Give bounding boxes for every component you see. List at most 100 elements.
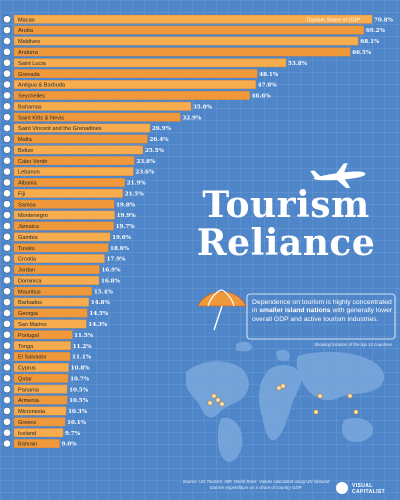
category-label: Mauritius	[18, 289, 41, 295]
bar-11	[13, 123, 151, 133]
flag-icon	[3, 243, 11, 252]
bar-39	[13, 428, 64, 438]
bar-6	[13, 69, 258, 79]
bar-31	[13, 341, 71, 351]
flag-icon	[3, 385, 11, 394]
bar-9	[13, 101, 192, 111]
title-line-1: Tourism	[202, 184, 370, 226]
map-caption: Showing location of the top 10 countries	[314, 342, 392, 347]
flag-icon	[3, 439, 11, 448]
value-label: 26.9%	[152, 126, 172, 132]
flag-icon	[3, 287, 11, 296]
description-after: with generally lower overall GDP and act…	[252, 307, 393, 323]
flag-icon	[3, 135, 11, 143]
beach-umbrella-icon	[197, 289, 247, 331]
category-label: Malta	[18, 137, 33, 143]
value-label: 26.4%	[149, 137, 169, 143]
value-label: 17.9%	[107, 257, 127, 263]
description-text: Dependence on tourism is highly concentr…	[252, 299, 394, 324]
category-label: Jamaica	[18, 224, 40, 230]
flag-icon	[3, 309, 11, 317]
flag-icon	[3, 374, 11, 383]
brand-name: VISUAL CAPITALIST	[352, 483, 385, 495]
flag-icon	[3, 407, 11, 415]
value-label: 25.5%	[145, 148, 165, 154]
bar-4	[13, 47, 351, 57]
value-label: 69.2%	[366, 28, 386, 34]
value-label: 9.0%	[62, 442, 78, 448]
bar-35	[13, 384, 68, 394]
value-label: 9.7%	[65, 431, 81, 437]
value-label: 53.8%	[288, 61, 308, 67]
bars	[13, 14, 373, 448]
bar-28	[13, 308, 88, 318]
category-label: Greece	[18, 420, 36, 426]
brand-line-1: VISUAL	[352, 483, 373, 489]
value-label: 10.5%	[69, 398, 89, 404]
value-label: 15.4%	[94, 289, 114, 295]
category-label: Samoa	[18, 202, 37, 208]
category-label: Saint Vincent and the Grenadines	[18, 126, 102, 132]
category-label: Micronesia	[18, 409, 46, 415]
bar-38	[13, 417, 66, 427]
category-label: Maldives	[18, 39, 40, 45]
value-label: 10.7%	[70, 376, 90, 382]
category-label: Grenada	[18, 72, 41, 78]
value-label: 10.3%	[68, 409, 88, 415]
flag-icon	[3, 102, 11, 111]
map-location-markers	[207, 383, 359, 415]
page-title: Tourism Reliance	[176, 186, 396, 262]
bar-19	[13, 210, 115, 220]
category-label: Tuvalu	[18, 246, 35, 252]
bar-30	[13, 330, 73, 340]
flag-icon	[3, 58, 11, 67]
bar-7	[13, 80, 256, 89]
bar-25	[13, 275, 100, 285]
category-label: San Marino	[18, 322, 47, 328]
bar-20	[13, 221, 114, 231]
title-line-2: Reliance	[196, 222, 376, 264]
flag-icon	[3, 417, 11, 426]
category-label: Fiji	[18, 191, 25, 197]
bar-24	[13, 265, 100, 274]
flag-icon	[3, 113, 11, 122]
flag-icon	[3, 145, 11, 154]
bar-33	[13, 363, 69, 372]
value-label: 68.1%	[360, 39, 380, 45]
value-label: 10.8%	[71, 366, 91, 372]
bar-14	[13, 156, 135, 166]
airplane-icon	[310, 163, 366, 189]
value-label: 16.9%	[101, 268, 121, 274]
bar-32	[13, 352, 71, 361]
value-label: 48.1%	[259, 72, 279, 78]
category-label: Gambia	[18, 235, 38, 241]
category-label: Armenia	[18, 398, 40, 404]
value-label: 19.0%	[112, 235, 132, 241]
flag-icon	[3, 428, 11, 437]
flag-icon	[3, 330, 11, 339]
category-label: Bahrain	[18, 442, 37, 448]
bar-5	[13, 58, 287, 68]
bar-40	[13, 439, 60, 448]
bar-13	[13, 145, 144, 155]
category-label: Portugal	[18, 333, 39, 339]
value-label: 19.9%	[117, 213, 137, 219]
bar-21	[13, 232, 111, 242]
bar-15	[13, 167, 134, 176]
flag-icon	[3, 254, 11, 263]
value-label: 35.0%	[193, 104, 213, 110]
category-label: El Salvador	[18, 355, 47, 361]
value-label: 18.6%	[110, 246, 130, 252]
description-bold: smaller island nations	[259, 307, 331, 315]
value-label: 11.1%	[72, 355, 92, 361]
value-label: 46.6%	[252, 94, 272, 100]
category-label: Aruba	[18, 28, 34, 34]
bar-22	[13, 243, 109, 253]
category-label: Albania	[18, 181, 38, 187]
flag-icon	[3, 276, 11, 285]
bar-10	[13, 112, 181, 122]
value-label: 11.5%	[74, 333, 94, 339]
description-callout	[246, 293, 396, 340]
category-label: Saint Kitts & Nevis	[18, 115, 64, 121]
